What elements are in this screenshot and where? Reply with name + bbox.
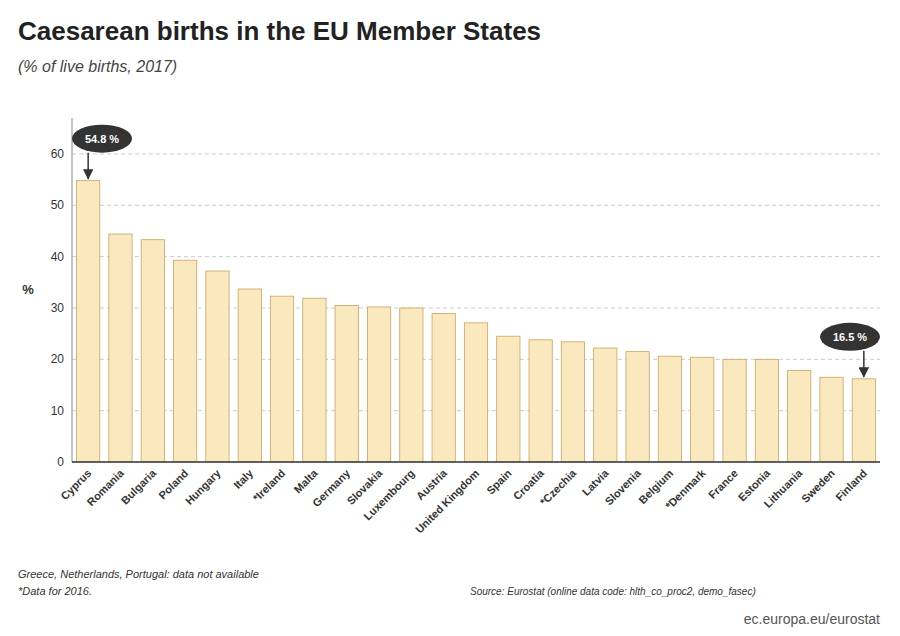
bar <box>335 305 358 462</box>
x-tick-label: Hungary <box>183 466 224 507</box>
bars <box>77 181 876 462</box>
y-tick-label: 60 <box>51 147 65 161</box>
bar <box>206 271 229 462</box>
x-tick-label: Sweden <box>799 467 837 505</box>
x-tick-label: Latvia <box>580 466 612 498</box>
annotation: 16.5 % <box>833 331 867 343</box>
x-tick-label: United Kingdom <box>413 467 482 536</box>
bar <box>141 240 164 462</box>
bar <box>626 352 649 462</box>
title: Caesarean births in the EU Member States <box>18 16 541 46</box>
bar <box>432 314 455 462</box>
footnotes: Greece, Netherlands, Portugal: data not … <box>18 568 880 627</box>
bar <box>367 307 390 462</box>
bar <box>238 289 261 462</box>
bar <box>303 298 326 462</box>
y-tick-label: 40 <box>51 250 65 264</box>
credit: ec.europa.eu/eurostat <box>744 611 880 627</box>
x-tick-label: *Czechia <box>537 466 579 508</box>
chart-svg: Caesarean births in the EU Member States… <box>0 0 900 636</box>
annotations: 54.8 % 16.5 % <box>72 125 880 377</box>
bar <box>691 357 714 462</box>
y-tick-label: 30 <box>51 301 65 315</box>
bar <box>561 342 584 462</box>
chart-container: Caesarean births in the EU Member States… <box>0 0 900 636</box>
x-tick-label: Slovenia <box>603 466 644 507</box>
y-tick-label: 20 <box>51 352 65 366</box>
y-tick-label: 0 <box>57 455 64 469</box>
y-axis-label: % <box>22 282 34 297</box>
x-tick-label: *Ireland <box>250 467 287 504</box>
grid <box>72 154 880 462</box>
x-tick-label: Italy <box>231 466 256 491</box>
y-tick-labels: 0 10 20 30 40 50 60 <box>51 147 65 469</box>
bar <box>788 371 811 462</box>
bar <box>594 348 617 462</box>
x-tick-label: France <box>706 467 740 501</box>
x-tick-label: Germany <box>310 466 353 509</box>
bar <box>400 308 423 462</box>
x-axis-line <box>72 461 880 463</box>
x-tick-label: Malta <box>291 466 320 495</box>
x-tick-label: Romania <box>85 466 127 508</box>
grid-line <box>72 256 880 257</box>
subtitle: (% of live births, 2017) <box>18 58 177 75</box>
annotation-bubble <box>72 125 132 153</box>
annotation: 54.8 % <box>85 133 119 145</box>
x-tick-label: Spain <box>484 467 514 497</box>
x-tick-label: Luxembourg <box>361 467 417 523</box>
bar <box>173 260 196 462</box>
source: Source: Eurostat (online data code: hlth… <box>470 586 756 597</box>
footnote: *Data for 2016. <box>18 585 92 597</box>
grid-line <box>72 205 880 206</box>
y-axis-line <box>72 118 73 462</box>
y-tick-label: 10 <box>51 404 65 418</box>
grid-line <box>72 462 880 463</box>
annotation-arrow <box>87 153 89 179</box>
x-tick-label: Lithuania <box>762 466 806 510</box>
bar <box>820 377 843 462</box>
grid-line <box>72 153 880 154</box>
bar <box>77 181 100 462</box>
bar <box>658 356 681 462</box>
bar <box>270 296 293 462</box>
annotation-arrow <box>863 351 865 377</box>
x-tick-label: Bulgaria <box>119 466 159 506</box>
bar <box>109 234 132 462</box>
bar <box>852 379 875 462</box>
bar <box>529 340 552 462</box>
bar <box>464 323 487 462</box>
bar <box>497 336 520 462</box>
bar <box>723 359 746 462</box>
bar <box>755 359 778 462</box>
x-tick-label: *Denmark <box>663 466 708 511</box>
footnote: Greece, Netherlands, Portugal: data not … <box>18 568 259 580</box>
annotation-bubble <box>820 323 880 351</box>
x-tick-labels: CyprusRomaniaBulgariaPolandHungaryItaly*… <box>58 466 869 535</box>
x-tick-label: Finland <box>833 467 869 503</box>
y-tick-label: 50 <box>51 198 65 212</box>
